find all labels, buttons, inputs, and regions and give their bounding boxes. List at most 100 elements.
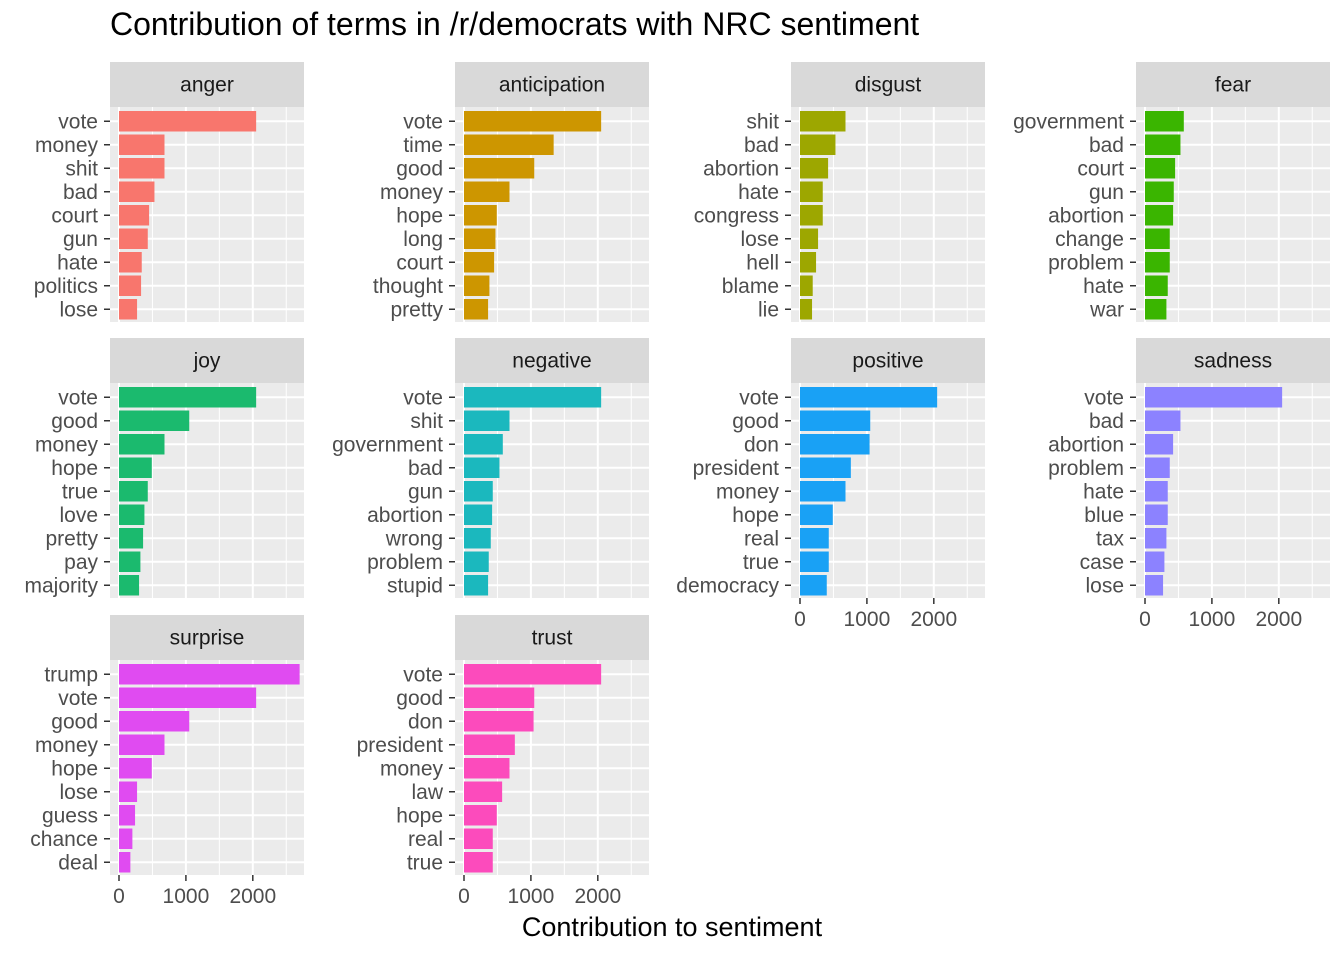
y-tick-label: president (357, 734, 444, 757)
bar-fear-hate (1145, 275, 1168, 296)
y-tick-label: vote (403, 663, 443, 686)
bar-sadness-tax (1145, 528, 1167, 549)
y-tick-label: lose (1085, 574, 1124, 597)
bar-sadness-vote (1145, 387, 1283, 408)
bar-positive-hope (800, 504, 833, 525)
y-tick-label: lose (740, 228, 779, 251)
bar-fear-government (1145, 111, 1184, 132)
y-tick-label: tax (1096, 527, 1125, 550)
y-tick-label: vote (403, 386, 443, 409)
bar-anger-money (119, 134, 165, 155)
y-tick-label: don (408, 710, 443, 733)
y-tick-label: real (744, 527, 779, 550)
y-tick-label: pay (64, 551, 98, 574)
y-tick-label: law (411, 781, 443, 804)
y-tick-label: change (1055, 228, 1124, 251)
bar-anticipation-money (464, 181, 510, 202)
bar-joy-true (119, 481, 148, 502)
y-tick-label: hope (396, 804, 443, 827)
bar-negative-gun (464, 481, 493, 502)
facet-strip-label: joy (193, 350, 221, 373)
facet-strip-anger (110, 62, 304, 107)
y-tick-label: money (716, 480, 780, 503)
y-tick-label: government (332, 433, 443, 456)
y-tick-label: gun (1089, 181, 1124, 204)
bar-negative-bad (464, 457, 500, 478)
bar-trust-don (464, 711, 534, 732)
bar-trust-law (464, 781, 503, 802)
y-tick-label: hope (396, 204, 443, 227)
bar-anticipation-long (464, 228, 496, 249)
y-tick-label: hell (746, 251, 779, 274)
y-tick-label: trump (44, 663, 98, 686)
y-tick-label: president (693, 457, 780, 480)
y-tick-label: problem (1048, 251, 1124, 274)
y-tick-label: politics (34, 275, 98, 298)
bar-positive-real (800, 528, 829, 549)
facet-strip-label: anticipation (499, 74, 605, 97)
x-tick-label: 0 (794, 608, 806, 631)
bar-sadness-lose (1145, 575, 1164, 596)
y-tick-label: vote (739, 386, 779, 409)
bar-surprise-vote (119, 687, 257, 708)
y-tick-label: hope (51, 757, 98, 780)
y-tick-label: money (35, 134, 99, 157)
bar-positive-money (800, 481, 846, 502)
bar-sadness-bad (1145, 410, 1181, 431)
x-tick-label: 2000 (574, 885, 621, 908)
bar-disgust-hell (800, 252, 817, 273)
facet-strip-label: disgust (855, 74, 922, 97)
y-tick-label: stupid (387, 574, 443, 597)
bar-joy-hope (119, 457, 152, 478)
bar-anger-court (119, 205, 150, 226)
x-tick-label: 0 (458, 885, 470, 908)
bar-anger-bad (119, 181, 155, 202)
bar-surprise-guess (119, 805, 136, 826)
y-tick-label: hate (1083, 275, 1124, 298)
x-tick-label: 0 (1139, 608, 1151, 631)
bar-joy-money (119, 434, 165, 455)
bar-negative-government (464, 434, 503, 455)
facet-strip-trust (455, 615, 649, 660)
bar-disgust-hate (800, 181, 823, 202)
bar-negative-vote (464, 387, 602, 408)
bar-disgust-bad (800, 134, 836, 155)
bar-anticipation-thought (464, 275, 490, 296)
bar-sadness-blue (1145, 504, 1168, 525)
y-tick-label: shit (410, 410, 443, 433)
y-tick-label: congress (694, 204, 779, 227)
y-tick-label: problem (1048, 457, 1124, 480)
bar-positive-good (800, 410, 871, 431)
facet-strip-positive (791, 338, 985, 383)
y-tick-label: vote (58, 110, 98, 133)
facet-strip-anticipation (455, 62, 649, 107)
y-tick-label: abortion (1048, 433, 1124, 456)
y-tick-label: hate (1083, 480, 1124, 503)
y-tick-label: deal (58, 851, 98, 874)
bar-trust-good (464, 687, 535, 708)
bar-surprise-chance (119, 828, 133, 849)
y-tick-label: good (396, 687, 443, 710)
bar-negative-problem (464, 551, 489, 572)
bar-anger-hate (119, 252, 142, 273)
y-tick-label: gun (408, 480, 443, 503)
y-tick-label: hate (57, 251, 98, 274)
facet-strip-label: sadness (1194, 350, 1272, 373)
x-tick-label: 1000 (1189, 608, 1236, 631)
bar-sadness-abortion (1145, 434, 1174, 455)
y-tick-label: money (380, 181, 444, 204)
bar-anticipation-good (464, 158, 535, 179)
bar-negative-stupid (464, 575, 489, 596)
y-tick-label: money (35, 734, 99, 757)
bar-anticipation-pretty (464, 299, 489, 320)
bar-positive-democracy (800, 575, 827, 596)
bar-joy-pay (119, 551, 141, 572)
facet-strip-joy (110, 338, 304, 383)
bar-joy-pretty (119, 528, 144, 549)
bar-joy-vote (119, 387, 257, 408)
bar-joy-love (119, 504, 145, 525)
y-tick-label: vote (1084, 386, 1124, 409)
bar-surprise-good (119, 711, 190, 732)
bar-disgust-congress (800, 205, 823, 226)
y-tick-label: shit (65, 157, 98, 180)
